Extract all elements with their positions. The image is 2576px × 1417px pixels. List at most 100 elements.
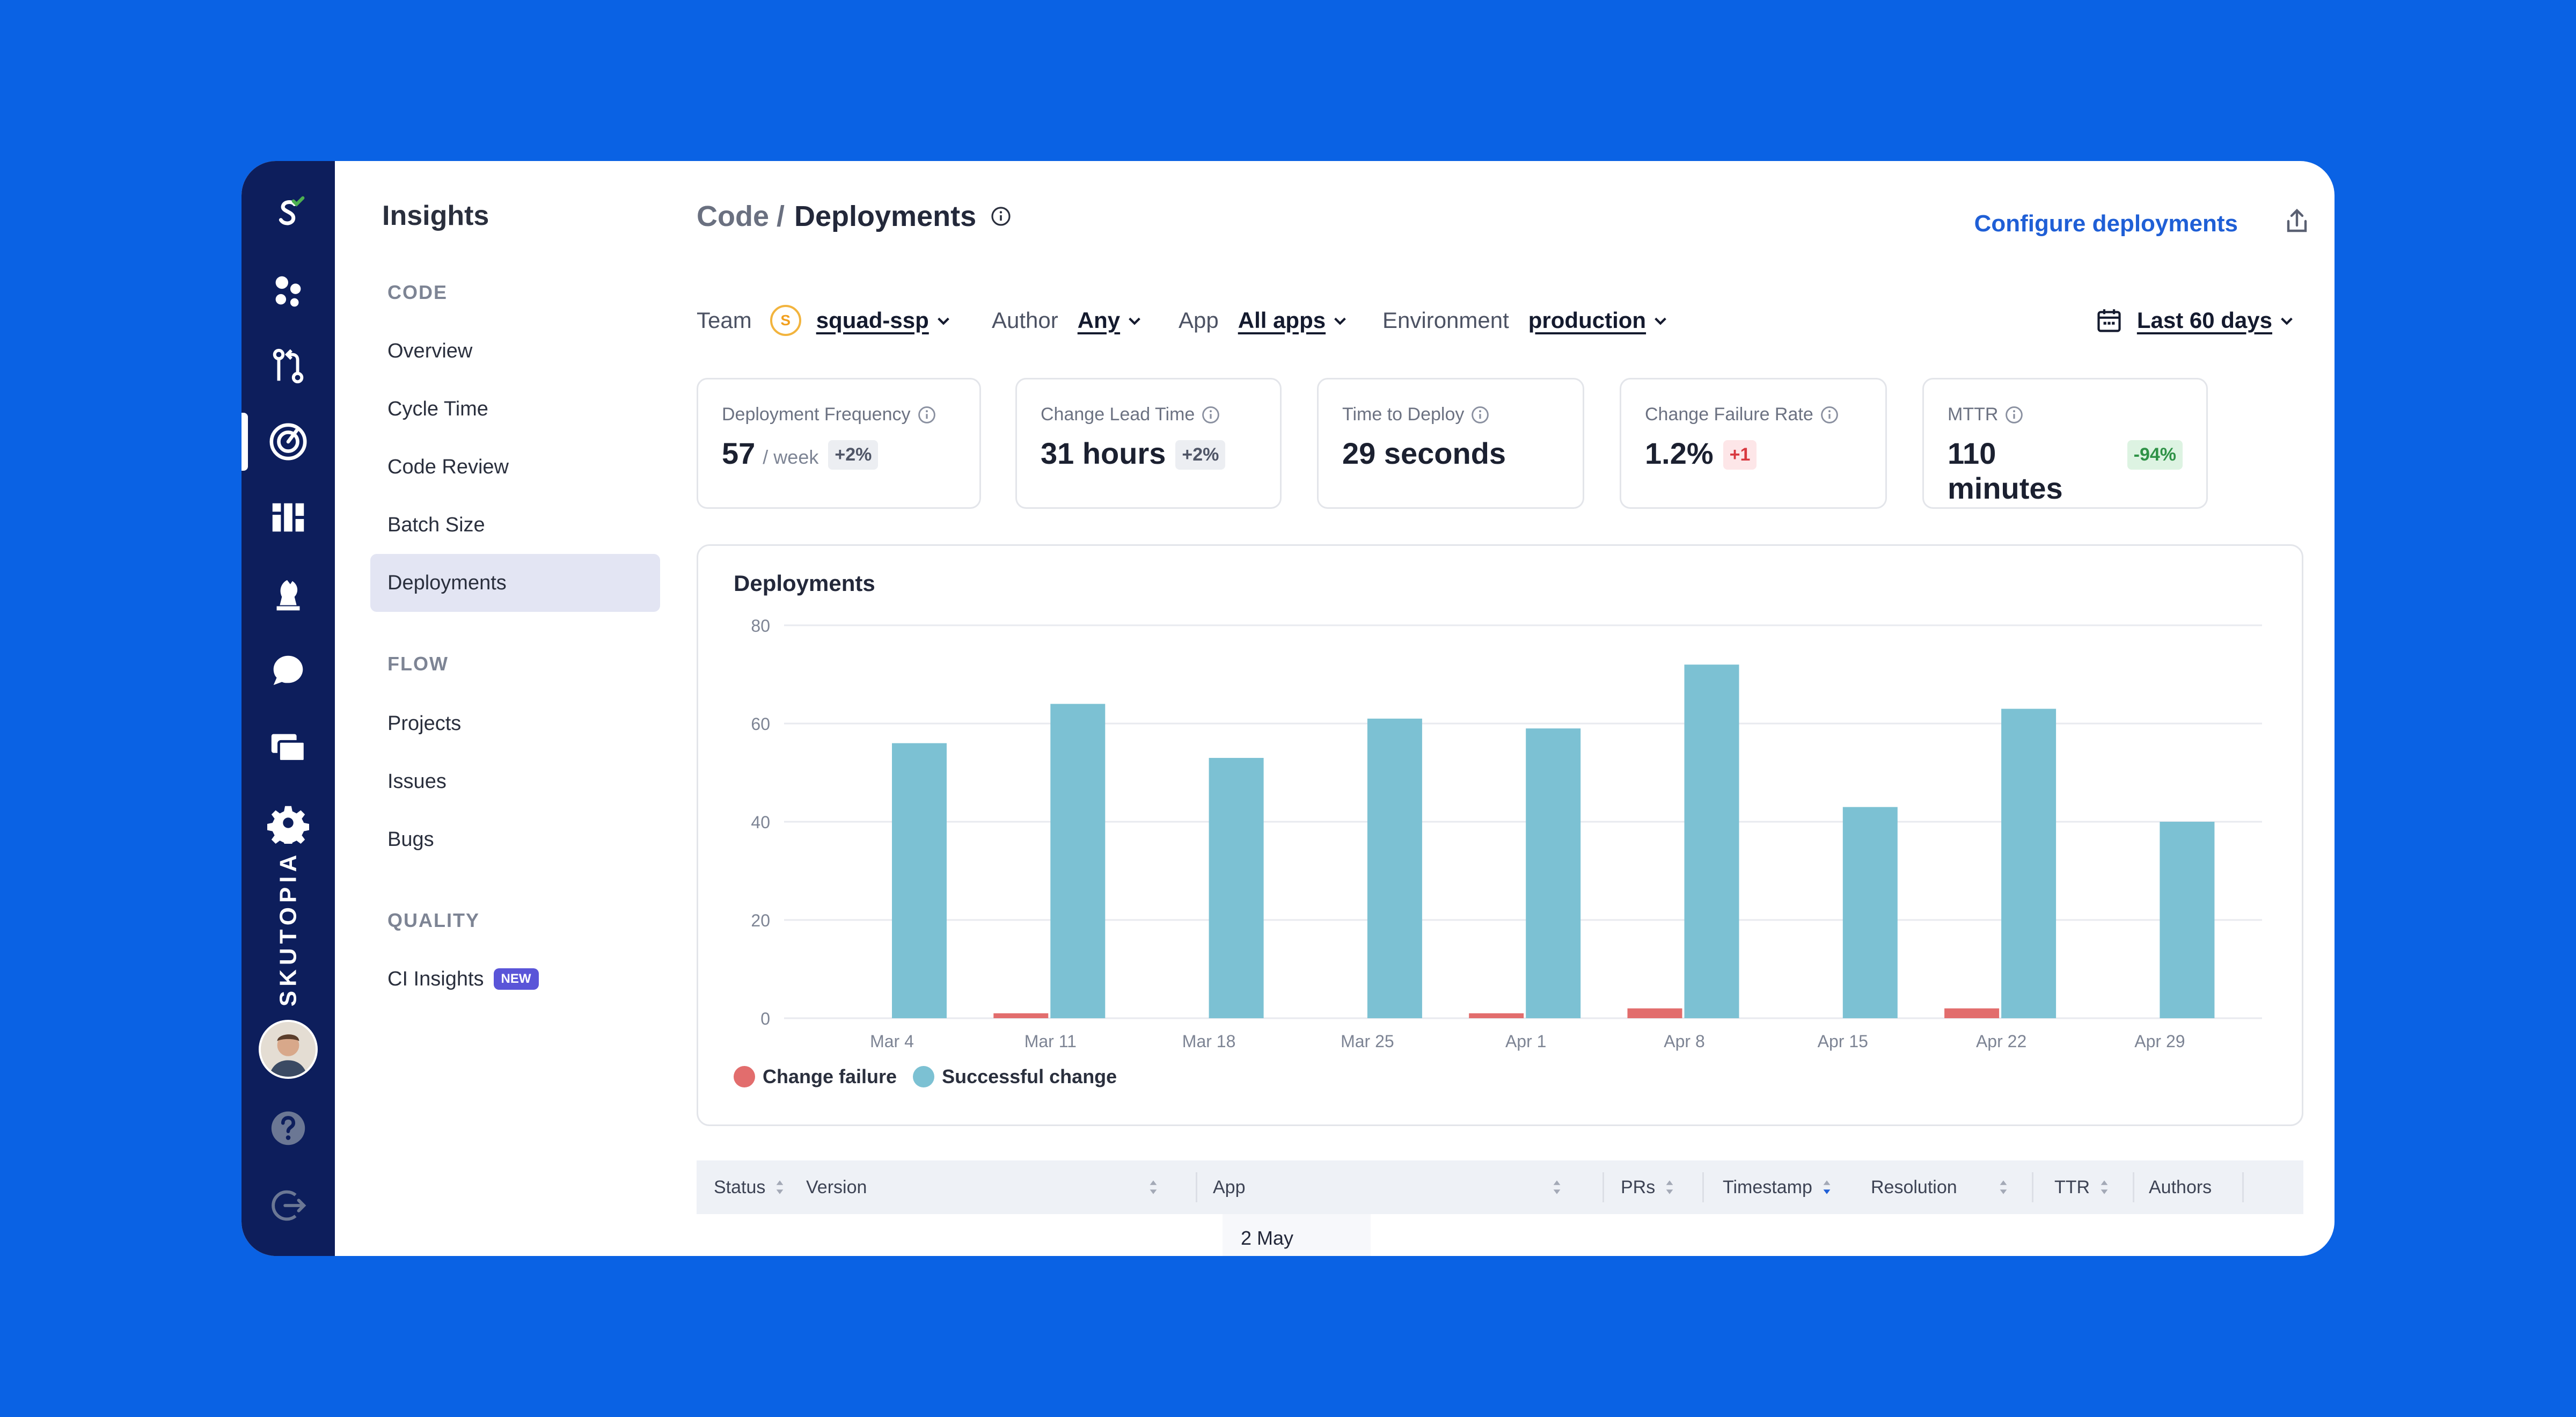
pull-requests-icon[interactable]	[241, 334, 335, 398]
bar-change-failure[interactable]	[1627, 1008, 1682, 1018]
column-label: Timestamp	[1723, 1177, 1812, 1197]
author-filter[interactable]: Author Any	[992, 302, 1143, 339]
bar-successful-change[interactable]	[1684, 664, 1739, 1018]
team-filter[interactable]: Team S squad-ssp	[697, 302, 952, 339]
environment-label: Environment	[1382, 308, 1509, 333]
share-icon[interactable]	[2282, 206, 2312, 236]
metric-label: Change Lead Time	[1041, 404, 1195, 425]
new-badge: NEW	[493, 968, 539, 990]
environment-value[interactable]: production	[1528, 308, 1646, 333]
chevron-down-icon	[1655, 317, 1666, 325]
team-value[interactable]: squad-ssp	[816, 308, 929, 333]
metric-value: 110 minutes	[1948, 436, 2063, 505]
strategy-icon[interactable]	[241, 563, 335, 627]
nav-item-batch-size[interactable]: Batch Size	[370, 496, 660, 554]
date-range-filter[interactable]: Last 60 days	[2095, 302, 2295, 339]
chat-icon[interactable]	[241, 638, 335, 703]
bar-change-failure[interactable]	[1944, 1008, 2000, 1018]
info-icon[interactable]	[1470, 405, 1490, 425]
logout-icon[interactable]	[241, 1173, 335, 1238]
bar-successful-change[interactable]	[1209, 758, 1264, 1018]
bar-successful-change[interactable]	[1367, 718, 1422, 1018]
chart-title: Deployments	[734, 571, 875, 596]
environment-filter[interactable]: Environment production	[1382, 302, 1668, 339]
sort-icon	[1666, 1180, 1673, 1194]
bar-successful-change[interactable]	[1526, 728, 1581, 1018]
nav-item-overview[interactable]: Overview	[370, 322, 660, 380]
help-icon[interactable]	[241, 1096, 335, 1160]
legend-item-successful-change[interactable]: Successful change	[913, 1065, 1117, 1088]
author-value[interactable]: Any	[1077, 308, 1121, 333]
metric-card-deployment-frequency[interactable]: Deployment Frequency 57 / week +2%	[697, 378, 981, 509]
info-icon[interactable]	[1201, 405, 1220, 425]
column-timestamp[interactable]: Timestamp	[1723, 1160, 1833, 1214]
nav-item-ci-insights[interactable]: CI Insights NEW	[370, 950, 660, 1008]
column-divider	[1602, 1172, 1604, 1202]
chevron-down-icon	[2281, 317, 2293, 325]
column-prs[interactable]: PRs	[1621, 1160, 1675, 1214]
info-icon[interactable]	[990, 206, 1012, 227]
column-resolution[interactable]: Resolution	[1871, 1160, 1957, 1214]
configure-deployments-link[interactable]: Configure deployments	[1974, 210, 2238, 237]
column-ttr[interactable]: TTR	[2054, 1160, 2110, 1214]
nav-item-bugs[interactable]: Bugs	[370, 810, 660, 868]
active-indicator	[241, 413, 248, 471]
x-tick-label: Apr 29	[2134, 1032, 2185, 1051]
chevron-down-icon	[1334, 317, 1346, 325]
nav-item-label: Projects	[387, 712, 462, 735]
dashboard-icon[interactable]	[241, 486, 335, 550]
x-tick-label: Apr 15	[1818, 1032, 1868, 1051]
sort-desc-icon	[1823, 1180, 1831, 1194]
column-authors[interactable]: Authors	[2149, 1160, 2212, 1214]
bar-change-failure[interactable]	[993, 1013, 1049, 1018]
app-window: SKUTOPIA Insights CODE Overview Cycle Ti…	[241, 161, 2334, 1256]
metric-label: Time to Deploy	[1342, 404, 1465, 425]
info-icon[interactable]	[1820, 405, 1839, 425]
app-filter[interactable]: App All apps	[1179, 302, 1348, 339]
bar-successful-change[interactable]	[2160, 822, 2215, 1018]
bar-successful-change[interactable]	[1050, 704, 1106, 1018]
column-divider	[2133, 1172, 2134, 1202]
cards-icon[interactable]	[241, 714, 335, 779]
info-icon[interactable]	[2004, 405, 2024, 425]
breadcrumb: Code / Deployments	[697, 200, 1012, 233]
logo-icon[interactable]	[241, 182, 335, 247]
bar-successful-change[interactable]	[1842, 807, 1898, 1018]
column-app[interactable]: App	[1213, 1160, 1246, 1214]
nav-item-code-review[interactable]: Code Review	[370, 438, 660, 496]
metric-card-mttr[interactable]: MTTR 110 minutes -94%	[1922, 378, 2208, 509]
nav-item-projects[interactable]: Projects	[370, 695, 660, 753]
insights-icon[interactable]	[241, 410, 335, 474]
main-content: Code / Deployments Configure deployments…	[657, 161, 2334, 1256]
bar-successful-change[interactable]	[2001, 708, 2057, 1018]
date-range-value[interactable]: Last 60 days	[2136, 308, 2272, 333]
bar-change-failure[interactable]	[1469, 1013, 1524, 1018]
metric-delta: +2%	[1175, 440, 1226, 470]
nav-item-cycle-time[interactable]: Cycle Time	[370, 380, 660, 438]
app-label: App	[1179, 308, 1219, 333]
column-version[interactable]: Version	[806, 1160, 867, 1214]
breadcrumb-separator: /	[777, 200, 785, 232]
metric-card-change-lead-time[interactable]: Change Lead Time 31 hours +2%	[1015, 378, 1282, 509]
settings-icon[interactable]	[241, 791, 335, 855]
legend-item-change-failure[interactable]: Change failure	[734, 1065, 897, 1088]
app-value[interactable]: All apps	[1238, 308, 1326, 333]
breadcrumb-parent[interactable]: Code	[697, 200, 769, 232]
y-tick-label: 40	[751, 813, 770, 832]
nav-item-issues[interactable]: Issues	[370, 753, 660, 810]
metric-card-change-failure-rate[interactable]: Change Failure Rate 1.2% +1	[1620, 378, 1887, 509]
nav-item-deployments[interactable]: Deployments	[370, 554, 660, 612]
sort-icon	[777, 1180, 784, 1194]
sort-icon[interactable]	[1147, 1178, 1159, 1196]
chevron-down-icon	[1129, 317, 1140, 325]
y-tick-label: 80	[751, 616, 770, 636]
sort-icon[interactable]	[1551, 1178, 1563, 1196]
avatar[interactable]	[259, 1020, 318, 1079]
metric-card-time-to-deploy[interactable]: Time to Deploy 29 seconds	[1317, 378, 1584, 509]
column-status[interactable]: Status	[714, 1160, 786, 1214]
sort-icon[interactable]	[1997, 1178, 2009, 1196]
info-icon[interactable]	[917, 405, 936, 425]
bar-successful-change[interactable]	[892, 743, 947, 1018]
teams-icon[interactable]	[241, 259, 335, 323]
column-label: App	[1213, 1177, 1246, 1197]
